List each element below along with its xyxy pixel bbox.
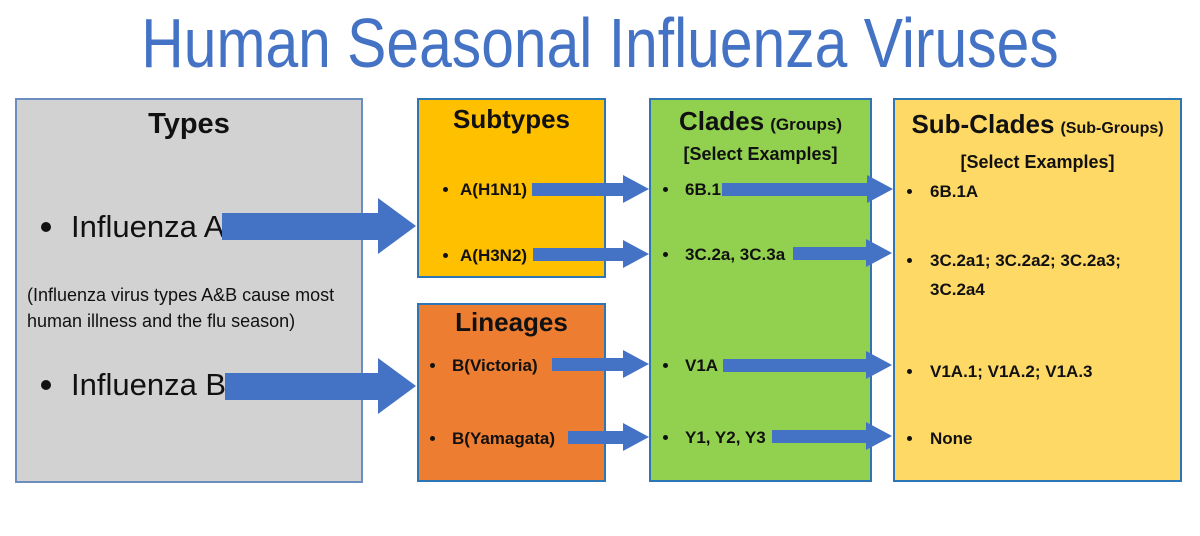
h3n2-clade-arrow bbox=[533, 240, 649, 268]
bullet-icon bbox=[907, 189, 912, 194]
list-item: V1A.1; V1A.2; V1A.3 bbox=[907, 360, 1093, 384]
lineages-heading: Lineages bbox=[455, 307, 568, 337]
arrow-body bbox=[722, 182, 867, 196]
lineage-label-victoria: B(Victoria) bbox=[452, 356, 538, 375]
arrow-body bbox=[793, 246, 866, 260]
lineages-box: Lineages B(Victoria) B(Yamagata) bbox=[417, 303, 606, 482]
arrow-body bbox=[225, 372, 378, 400]
bullet-icon bbox=[430, 363, 435, 368]
bullet-icon bbox=[443, 187, 448, 192]
bullet-icon bbox=[663, 435, 668, 440]
list-item: V1A bbox=[663, 354, 718, 378]
clade-label-3c2a: 3C.2a, 3C.3a bbox=[685, 245, 786, 264]
page-title: Human Seasonal Influenza Viruses bbox=[141, 4, 1059, 82]
bullet-icon bbox=[663, 187, 668, 192]
arrow-body bbox=[222, 212, 378, 240]
bullet-icon bbox=[41, 380, 51, 390]
bullet-icon bbox=[663, 363, 668, 368]
list-item: 3C.2a1; 3C.2a2; 3C.2a3; 3C.2a4 bbox=[907, 246, 1148, 304]
clade-label-y123: Y1, Y2, Y3 bbox=[685, 428, 766, 447]
bullet-icon bbox=[907, 436, 912, 441]
arrow-head-icon bbox=[866, 239, 892, 267]
bullet-icon bbox=[663, 252, 668, 257]
victoria-clade-arrow bbox=[552, 350, 649, 378]
yamagata-clade-arrow bbox=[568, 423, 649, 451]
subclade-label-3c2a-group: 3C.2a1; 3C.2a2; 3C.2a3; 3C.2a4 bbox=[930, 251, 1121, 299]
type-label-influenza-b: Influenza B bbox=[71, 367, 227, 402]
arrow-head-icon bbox=[867, 175, 893, 203]
clade-label-v1a: V1A bbox=[685, 356, 719, 375]
arrow-body bbox=[568, 430, 623, 444]
list-item: B(Victoria) bbox=[430, 354, 538, 378]
subclades-heading-suffix: (Sub-Groups) bbox=[1060, 120, 1164, 137]
arrow-head-icon bbox=[866, 422, 892, 450]
list-item: Influenza B bbox=[41, 363, 226, 407]
clades-heading-main: Clades bbox=[678, 106, 765, 136]
clades-heading-suffix: (Groups) bbox=[770, 115, 843, 134]
subclades-heading: Sub-Clades (Sub-Groups) bbox=[895, 109, 1180, 140]
subtypes-heading: Subtypes bbox=[452, 104, 571, 134]
y123-subclade-arrow bbox=[772, 422, 892, 450]
arrow-head-icon bbox=[866, 351, 892, 379]
types-box: Types Influenza A (Influenza virus types… bbox=[15, 98, 363, 483]
6b1-subclade-arrow bbox=[722, 175, 893, 203]
arrow-head-icon bbox=[378, 358, 416, 414]
list-item: A(H3N2) bbox=[443, 244, 527, 268]
arrow-body bbox=[533, 247, 623, 261]
clades-subtitle: [Select Examples] bbox=[683, 144, 838, 164]
arrow-head-icon bbox=[623, 240, 649, 268]
subclades-subtitle: [Select Examples] bbox=[960, 152, 1115, 172]
subclades-box: Sub-Clades (Sub-Groups) [Select Examples]… bbox=[893, 98, 1182, 482]
arrow-head-icon bbox=[623, 350, 649, 378]
clades-heading: Clades (Groups) bbox=[651, 106, 870, 137]
subclade-label-none: None bbox=[930, 429, 973, 448]
list-item: Y1, Y2, Y3 bbox=[663, 426, 766, 450]
types-note: (Influenza virus types A&B cause most hu… bbox=[27, 285, 335, 331]
list-item: None bbox=[907, 427, 973, 451]
lineage-label-yamagata: B(Yamagata) bbox=[452, 429, 555, 448]
list-item: A(H1N1) bbox=[443, 178, 527, 202]
bullet-icon bbox=[41, 222, 51, 232]
subclades-heading-main: Sub-Clades bbox=[911, 109, 1055, 139]
arrow-head-icon bbox=[623, 423, 649, 451]
h1n1-clade-arrow bbox=[532, 175, 649, 203]
clades-box: Clades (Groups) [Select Examples] 6B.1 3C… bbox=[649, 98, 872, 482]
subtype-label-h3n2: A(H3N2) bbox=[460, 246, 528, 265]
arrow-body bbox=[772, 429, 866, 443]
bullet-icon bbox=[907, 369, 912, 374]
list-item: 6B.1 bbox=[663, 178, 721, 202]
bullet-icon bbox=[430, 436, 435, 441]
influenza-b-arrow bbox=[225, 358, 416, 414]
arrow-body bbox=[532, 182, 623, 196]
bullet-icon bbox=[907, 258, 912, 263]
arrow-body bbox=[723, 358, 866, 372]
types-heading: Types bbox=[148, 108, 230, 140]
arrow-body bbox=[552, 357, 623, 371]
subclade-label-v1a-group: V1A.1; V1A.2; V1A.3 bbox=[930, 362, 1093, 381]
list-item: 3C.2a, 3C.3a bbox=[663, 243, 785, 267]
clade-label-6b1: 6B.1 bbox=[685, 180, 721, 199]
v1a-subclade-arrow bbox=[723, 351, 892, 379]
list-item: 6B.1A bbox=[907, 180, 978, 204]
influenza-a-arrow bbox=[222, 198, 416, 254]
type-label-influenza-a: Influenza A bbox=[71, 209, 225, 244]
subclade-label-6b1a: 6B.1A bbox=[930, 182, 979, 201]
subtype-label-h1n1: A(H1N1) bbox=[460, 180, 528, 199]
arrow-head-icon bbox=[378, 198, 416, 254]
list-item: B(Yamagata) bbox=[430, 427, 555, 451]
bullet-icon bbox=[443, 253, 448, 258]
arrow-head-icon bbox=[623, 175, 649, 203]
list-item: Influenza A bbox=[41, 205, 224, 249]
3c2a-subclade-arrow bbox=[793, 239, 892, 267]
